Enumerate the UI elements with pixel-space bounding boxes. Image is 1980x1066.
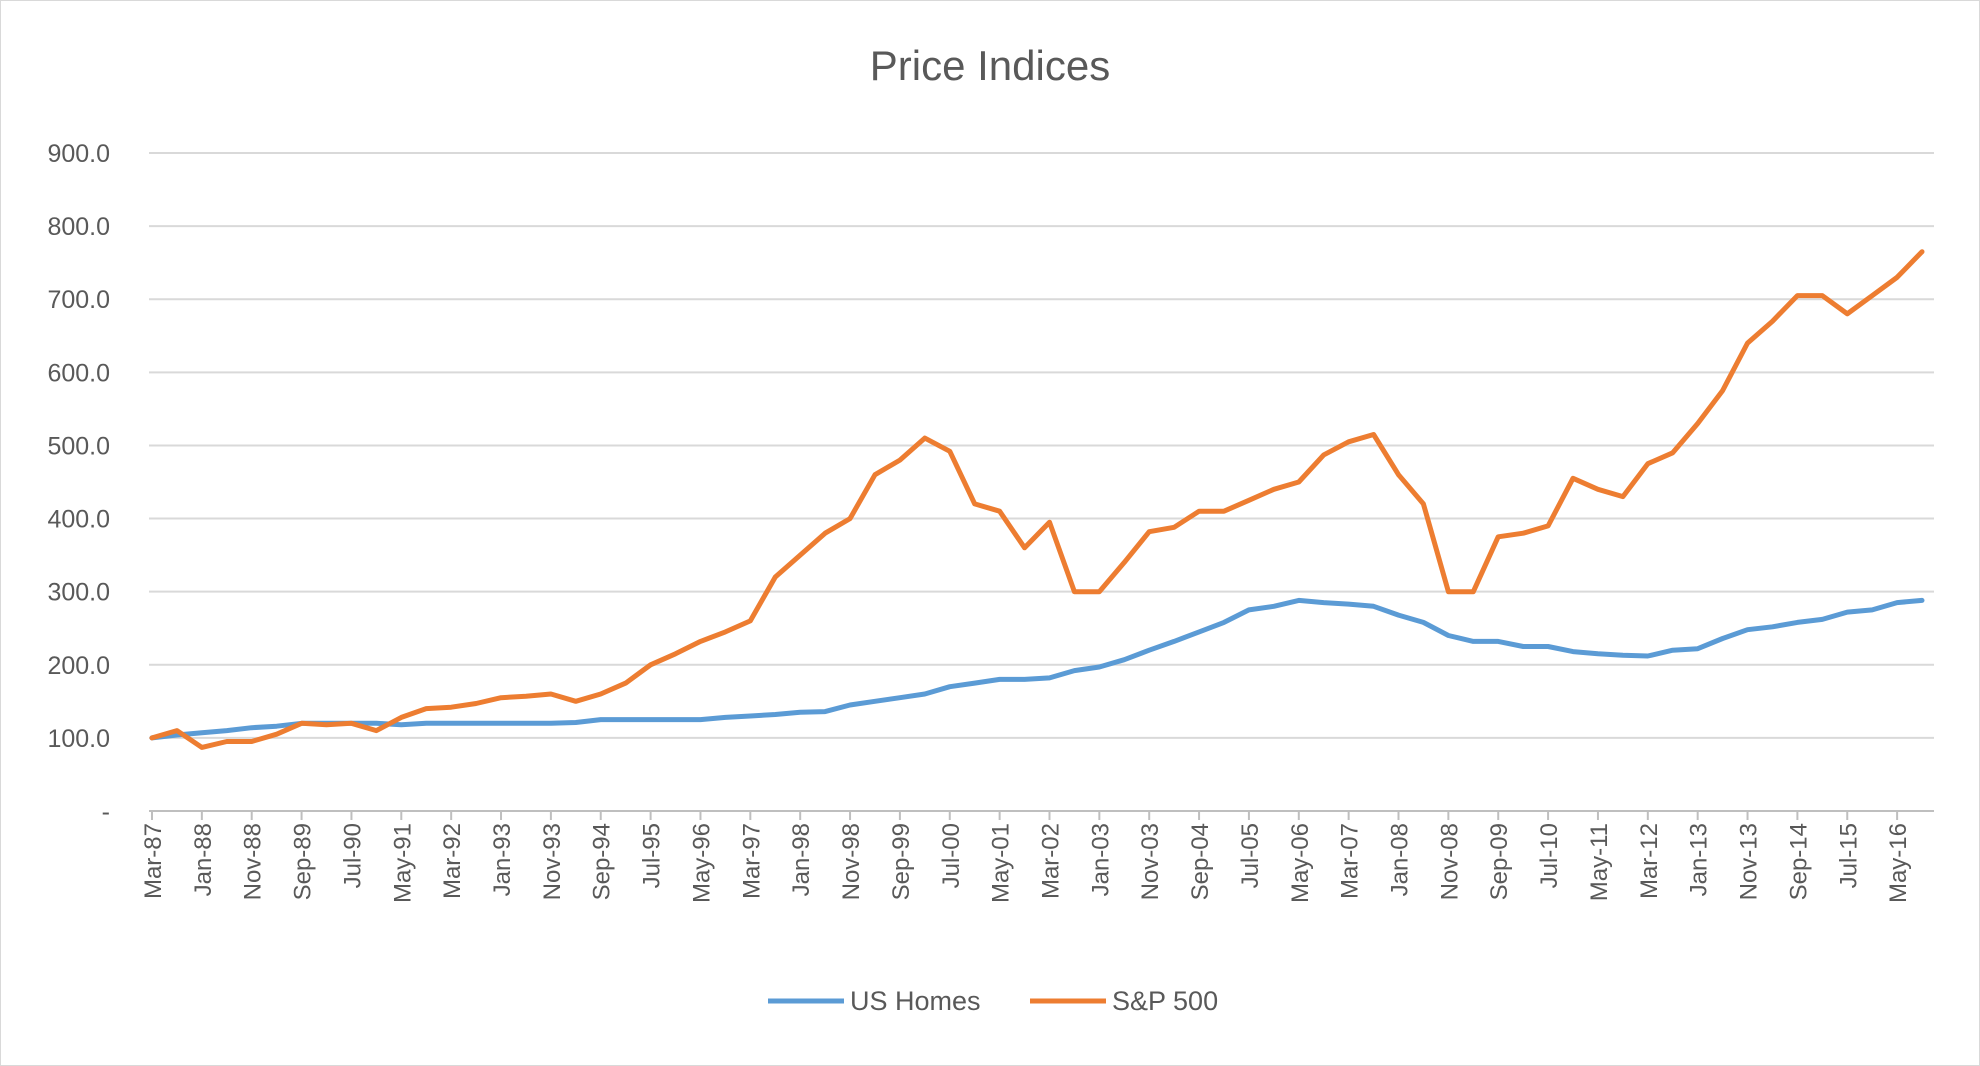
x-tick-label: Mar-02 — [1037, 823, 1064, 899]
x-axis: Mar-87 Jan-88 Nov-88 Sep-89 Jul-90 May-91 Mar-… — [140, 810, 1934, 903]
x-tick-label: Jul-10 — [1536, 823, 1563, 888]
x-tick-label: Jan-98 — [788, 823, 815, 896]
x-tick-label: Mar-92 — [439, 823, 466, 899]
gridlines — [149, 152, 1934, 739]
x-tick-label: Sep-99 — [888, 823, 915, 900]
x-tick-label: Jan-08 — [1387, 823, 1414, 896]
x-tick-label: Sep-09 — [1486, 823, 1513, 900]
x-tick-label: Jul-15 — [1835, 823, 1862, 888]
y-tick-label: 800.0 — [47, 213, 110, 241]
y-tick-label: 200.0 — [47, 652, 110, 680]
y-tick-label: 400.0 — [47, 506, 110, 534]
x-tick-label: Nov-98 — [838, 823, 865, 900]
x-tick-label: Nov-03 — [1137, 823, 1164, 900]
x-tick-label: May-96 — [688, 823, 715, 903]
legend-label: S&P 500 — [1112, 986, 1218, 1016]
x-tick-label: May-91 — [389, 823, 416, 903]
x-tick-label: May-01 — [988, 823, 1015, 903]
y-tick-label: 300.0 — [47, 579, 110, 607]
series-line-us-homes — [149, 597, 1925, 741]
y-tick-label: 900.0 — [47, 140, 110, 168]
legend-label: US Homes — [850, 986, 981, 1016]
x-tick-label: Mar-12 — [1636, 823, 1663, 899]
x-tick-label: Jul-00 — [938, 823, 965, 888]
x-tick-label: May-06 — [1287, 823, 1314, 903]
x-tick-label: Mar-07 — [1337, 823, 1364, 899]
y-tick-label: 700.0 — [47, 286, 110, 314]
x-tick-label: Jan-03 — [1087, 823, 1114, 896]
x-tick-label: Sep-94 — [589, 823, 616, 900]
x-tick-label: May-16 — [1885, 823, 1912, 903]
y-tick-label: 100.0 — [47, 725, 110, 753]
x-tick-label: Sep-04 — [1187, 823, 1214, 900]
x-tick-label: Nov-13 — [1736, 823, 1763, 900]
x-tick-label: Jul-95 — [639, 823, 666, 888]
x-tick-label: Sep-89 — [290, 823, 317, 900]
x-tick-label: Jul-05 — [1237, 823, 1264, 888]
y-tick-label: - — [102, 798, 110, 826]
legend: US Homes S&P 500 — [768, 986, 1218, 1016]
x-tick-label: Jan-88 — [190, 823, 217, 896]
legend-item: S&P 500 — [1030, 986, 1218, 1016]
series-lines — [149, 249, 1925, 750]
x-tick-label: Nov-08 — [1436, 823, 1463, 900]
x-tick-label: Mar-87 — [140, 823, 167, 899]
chart-title: Price Indices — [870, 42, 1110, 89]
legend-item: US Homes — [768, 986, 981, 1016]
series-line-s-p-500 — [149, 249, 1925, 750]
x-tick-label: Nov-88 — [240, 823, 267, 900]
x-tick-label: Jul-90 — [339, 823, 366, 888]
x-tick-label: Mar-97 — [738, 823, 765, 899]
x-tick-label: Jan-13 — [1686, 823, 1713, 896]
x-tick-label: Jan-93 — [489, 823, 516, 896]
x-tick-label: May-11 — [1586, 823, 1613, 901]
x-tick-label: Sep-14 — [1785, 823, 1812, 900]
y-tick-label: 600.0 — [47, 359, 110, 387]
y-tick-label: 500.0 — [47, 432, 110, 460]
x-tick-label: Nov-93 — [539, 823, 566, 900]
y-axis-labels: - 100.0 200.0 300.0 400.0 500.0 600.0 700.0 800.… — [47, 140, 110, 826]
